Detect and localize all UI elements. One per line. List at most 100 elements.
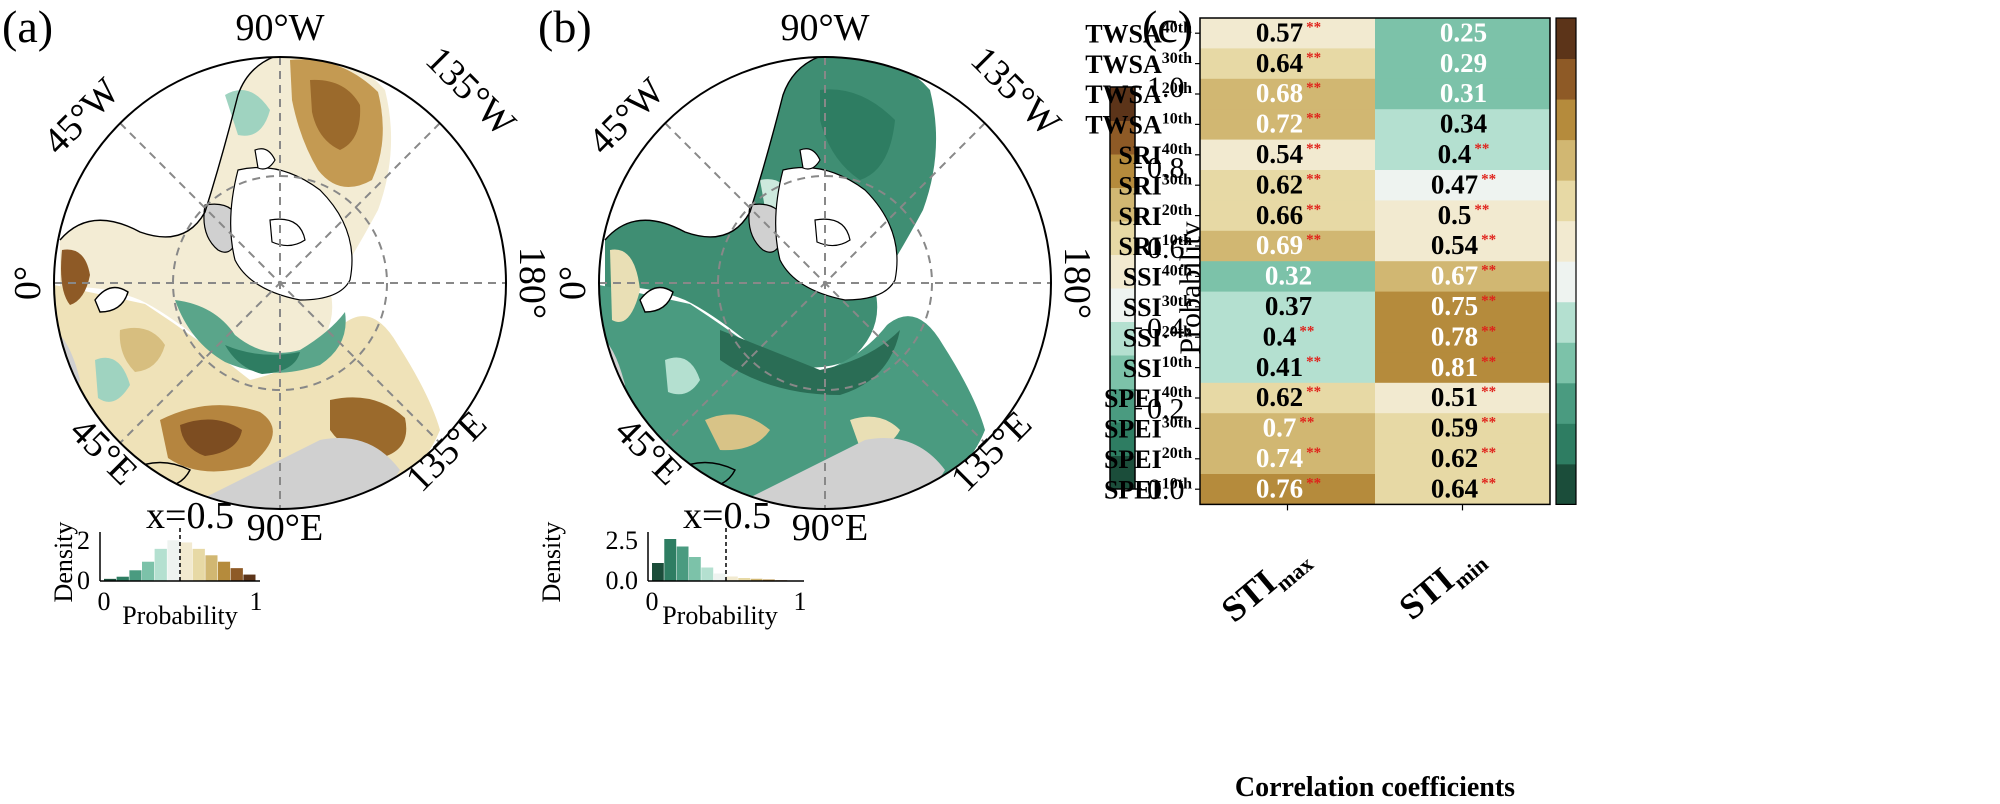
significance-mark: ** bbox=[1481, 171, 1496, 187]
panel-a: (a) bbox=[2, 1, 553, 549]
inset-b-ytick-1: 2.5 bbox=[606, 526, 639, 555]
histogram-bar bbox=[142, 561, 155, 581]
heatmap-cell bbox=[1375, 322, 1550, 353]
heatmap-cell bbox=[1375, 139, 1550, 171]
inset-a-ytick-1: 2 bbox=[77, 526, 90, 555]
significance-mark: ** bbox=[1481, 384, 1496, 400]
histogram-bar bbox=[676, 546, 689, 581]
heatmap-cell-value: 0.29 bbox=[1440, 48, 1487, 78]
colorbar-segments bbox=[1110, 87, 1135, 490]
significance-mark: ** bbox=[1481, 354, 1496, 370]
heatmap-row-label: SSI30th bbox=[1123, 293, 1192, 322]
histogram-bar bbox=[104, 578, 117, 581]
significance-mark: ** bbox=[1306, 232, 1321, 248]
heatmap-row-label: TWSA30th bbox=[1085, 50, 1192, 79]
colorbar-tick-label: 0.8 bbox=[1147, 151, 1185, 184]
panel-letter-a: (a) bbox=[2, 1, 53, 52]
significance-mark: ** bbox=[1474, 141, 1489, 157]
lon-label-180-b: 180° bbox=[1056, 247, 1098, 319]
colorbar-segment bbox=[1110, 422, 1135, 456]
lon-label-90w: 90°W bbox=[235, 7, 324, 49]
inset-a-xtick-0: 0 bbox=[98, 587, 111, 616]
colorbar-segment bbox=[1110, 120, 1135, 155]
heatmap-cell bbox=[1200, 291, 1375, 323]
significance-mark: ** bbox=[1306, 475, 1321, 491]
histogram-bar bbox=[652, 563, 664, 581]
inset-histogram-b: x=0.5 Density 0.0 2.5 0 1 Probability bbox=[537, 495, 807, 630]
significance-mark: ** bbox=[1481, 323, 1496, 339]
histogram-bar bbox=[664, 539, 677, 581]
heatmap-cells: 0.57 ** 0.250.64 ** 0.290.68 ** 0.310.72 ** 0.34… bbox=[1199, 17, 1551, 506]
heatmap-cell bbox=[1200, 48, 1375, 80]
colorbar-segment bbox=[1110, 288, 1135, 322]
significance-mark: ** bbox=[1306, 171, 1321, 187]
map-frame-b bbox=[598, 56, 1052, 510]
heatmap-cell bbox=[1375, 18, 1550, 49]
graticule-b bbox=[599, 57, 1051, 509]
panel-letter-b: (b) bbox=[538, 1, 592, 52]
colorbar-tick-label: 0.0 bbox=[1147, 473, 1185, 506]
heatmap-cell-value: 0.72 ** bbox=[1256, 109, 1321, 139]
heatmap-cell bbox=[1375, 443, 1550, 475]
histogram-bar bbox=[205, 555, 218, 581]
heatmap-row-label: SPEI10th bbox=[1104, 475, 1192, 504]
heatmap-cell bbox=[1375, 382, 1550, 414]
heatmap-column-label: STImin bbox=[1391, 536, 1492, 631]
heatmap-cell bbox=[1375, 474, 1550, 505]
histogram-bar bbox=[218, 561, 231, 581]
significance-mark: ** bbox=[1306, 111, 1321, 127]
heatmap-row-labels: TWSA40thTWSA30thTWSA20thTWSA10thSRI40thS… bbox=[1085, 19, 1200, 504]
significance-mark: ** bbox=[1306, 80, 1321, 96]
heatmap-cell bbox=[1375, 230, 1550, 262]
histogram-bar bbox=[230, 568, 243, 581]
lon-label-90w-b: 90°W bbox=[780, 7, 869, 49]
significance-mark: ** bbox=[1481, 445, 1496, 461]
histogram-bar bbox=[192, 548, 205, 581]
heatmap-row-label: SRI20th bbox=[1118, 202, 1192, 231]
histogram-bar bbox=[701, 567, 714, 581]
heatmap-row-label: SSI10th bbox=[1123, 354, 1192, 383]
histogram-bar bbox=[689, 557, 701, 581]
heatmap-cell bbox=[1200, 474, 1375, 505]
heatmap-xlabel: Correlation coefficients bbox=[1235, 772, 1515, 803]
colorbar-frame bbox=[1109, 86, 1136, 490]
histogram-bar bbox=[243, 574, 256, 581]
colorbar-segment bbox=[1110, 87, 1135, 121]
colorbar-segment bbox=[1110, 388, 1135, 423]
heatmap-cell-value: 0.64 ** bbox=[1431, 473, 1496, 503]
significance-mark: ** bbox=[1481, 232, 1496, 248]
significance-mark: ** bbox=[1306, 19, 1321, 35]
histogram-bar bbox=[129, 570, 142, 581]
heatmap-cell bbox=[1200, 322, 1375, 353]
inset-b-ytick-0: 0.0 bbox=[606, 566, 639, 595]
inset-b-ylabel: Density bbox=[537, 522, 566, 603]
heatmap-row-label: SSI40th bbox=[1123, 263, 1192, 292]
side-strip-segment bbox=[1556, 382, 1576, 424]
histogram-bar bbox=[116, 576, 129, 581]
histogram-bar bbox=[180, 542, 193, 581]
colorbar-segment bbox=[1110, 321, 1135, 356]
heatmap-row-label: SRI30th bbox=[1118, 171, 1192, 200]
colorbar-tick-label: 0.4 bbox=[1147, 312, 1185, 345]
inset-a-xtick-1: 1 bbox=[250, 587, 263, 616]
lon-label-180: 180° bbox=[511, 247, 553, 319]
lon-label-0: 0° bbox=[7, 266, 49, 300]
heatmap-row-label: SSI20th bbox=[1123, 323, 1192, 352]
colorbar-tick-label: 0.6 bbox=[1147, 232, 1185, 265]
inset-b-xlabel: Probability bbox=[662, 601, 778, 630]
side-strip-segment bbox=[1556, 58, 1576, 100]
side-strip-segment bbox=[1556, 463, 1576, 505]
significance-mark: ** bbox=[1306, 384, 1321, 400]
side-strip-segment bbox=[1556, 423, 1576, 465]
side-strip-segment bbox=[1556, 180, 1576, 222]
side-strip-segment bbox=[1556, 220, 1576, 262]
heatmap-row-label: SPEI40th bbox=[1104, 384, 1192, 413]
inset-a-marker-label: x=0.5 bbox=[146, 495, 234, 537]
heatmap-row-label: SRI40th bbox=[1118, 141, 1192, 170]
polar-map-a bbox=[54, 57, 506, 509]
heatmap-row-label: SRI10th bbox=[1118, 232, 1192, 261]
significance-mark: ** bbox=[1299, 415, 1314, 431]
inset-b-xtick-0: 0 bbox=[646, 587, 659, 616]
colorbar-tick-label: 0.2 bbox=[1147, 393, 1185, 426]
